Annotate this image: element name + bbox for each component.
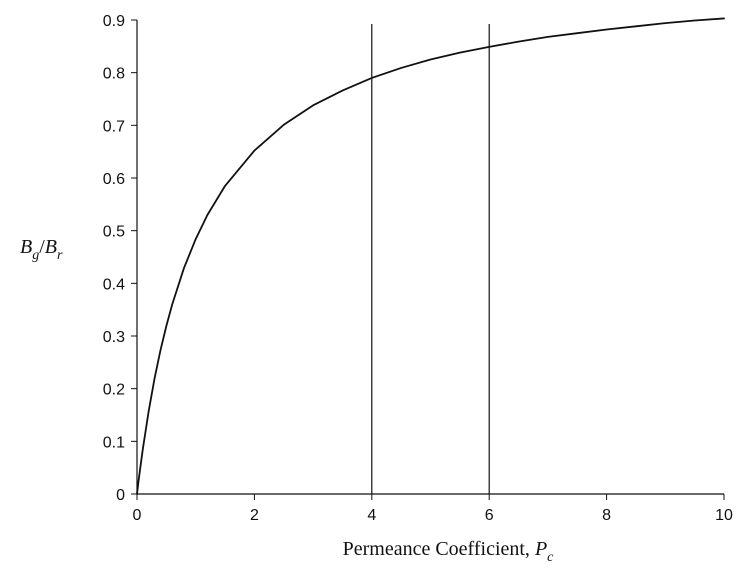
x-axis-title-subscript: c xyxy=(547,550,554,565)
x-tick-label: 6 xyxy=(485,507,494,524)
vertical-reference-lines xyxy=(371,24,490,494)
y-tick-label: 0 xyxy=(116,487,125,504)
x-tick-label: 4 xyxy=(367,507,376,524)
y-ticks: 0 0.1 0.2 0.3 0.4 0.5 0.6 0.7 0.8 0.9 xyxy=(103,13,137,504)
x-axis-title-text: Permeance Coefficient, xyxy=(343,538,535,560)
y-axis-title: Bg/Br xyxy=(20,236,63,263)
y-tick-label: 0.4 xyxy=(103,276,125,293)
x-tick-label: 2 xyxy=(250,507,259,524)
y-axis-title-denominator: B xyxy=(45,236,57,258)
x-axis-title-symbol: P xyxy=(534,538,547,560)
x-axis-title: Permeance Coefficient, Pc xyxy=(343,538,555,565)
y-axis-title-numerator-subscript: g xyxy=(32,248,39,263)
y-tick-label: 0.7 xyxy=(103,118,125,135)
y-tick-label: 0.8 xyxy=(103,66,125,83)
x-tick-label: 8 xyxy=(602,507,611,524)
y-tick-label: 0.1 xyxy=(103,434,125,451)
plot-area xyxy=(136,17,725,495)
y-tick-label: 0.9 xyxy=(103,13,125,30)
x-ticks: 0 2 4 6 8 10 xyxy=(133,494,733,524)
series-line xyxy=(136,17,725,495)
y-tick-label: 0.2 xyxy=(103,382,125,399)
y-tick-label: 0.3 xyxy=(103,329,125,346)
y-axis-title-denominator-subscript: r xyxy=(57,248,63,263)
x-tick-label: 0 xyxy=(133,507,142,524)
y-axis-title-numerator: B xyxy=(20,236,32,258)
x-tick-label: 10 xyxy=(715,507,733,524)
y-tick-label: 0.6 xyxy=(103,171,125,188)
y-tick-label: 0.5 xyxy=(103,224,125,241)
y-axis-title-separator: / xyxy=(39,236,45,258)
